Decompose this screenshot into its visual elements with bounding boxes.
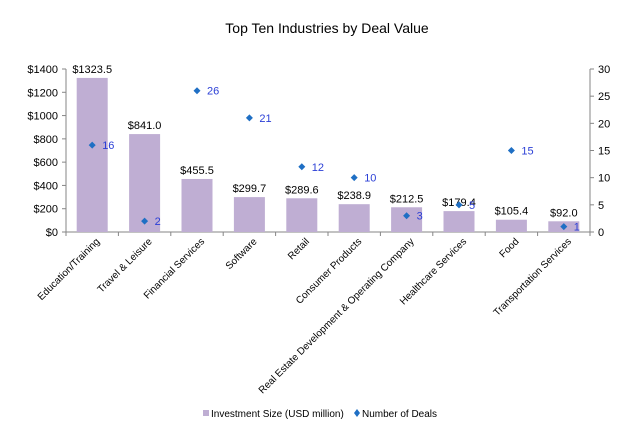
category-label: Food	[498, 236, 522, 260]
legend-marker-deals	[354, 409, 360, 417]
bar	[338, 204, 370, 232]
deal-point	[560, 223, 568, 231]
y-tick-label: $1000	[27, 111, 58, 123]
deal-value-label: 16	[102, 140, 114, 152]
y-tick-label: $400	[34, 180, 58, 192]
y-tick-label: $800	[34, 134, 58, 146]
bar-value-label: $212.5	[390, 193, 424, 205]
legend-label-deals: Number of Deals	[362, 409, 437, 420]
bar	[286, 198, 318, 232]
bar-value-label: $289.6	[285, 184, 319, 196]
bar	[181, 178, 213, 232]
bar-value-label: $238.9	[337, 190, 371, 202]
deal-value-label: 1	[574, 222, 580, 234]
y2-tick-label: 15	[598, 146, 610, 158]
legend: Investment Size (USD million) Number of …	[203, 409, 437, 420]
legend-swatch-investment	[203, 410, 209, 416]
bars: $1323.5 $841.0 $455.5 $299.7 $289.6 $238.9 $21…	[72, 64, 580, 232]
deal-value-label: 3	[417, 211, 423, 223]
deal-value-label: 15	[521, 146, 533, 158]
bar-value-label: $105.4	[495, 206, 529, 218]
deal-point	[350, 174, 358, 182]
y-tick-label: $0	[46, 227, 58, 239]
y2-tick-label: 30	[598, 64, 610, 76]
y-tick-label: $600	[34, 157, 58, 169]
deal-point	[298, 163, 306, 171]
deal-point	[403, 212, 411, 220]
category-label: Retail	[286, 236, 312, 262]
deal-value-label: 12	[312, 162, 324, 174]
deal-value-label: 5	[469, 200, 475, 212]
category-label: Travel & Leisure	[96, 236, 155, 295]
bar-value-label: $841.0	[128, 120, 162, 132]
deal-value-label: 21	[259, 113, 271, 125]
y-tick-label: $200	[34, 204, 58, 216]
bar-value-label: $92.0	[550, 207, 578, 219]
bar-value-label: $299.7	[233, 183, 267, 195]
bar	[391, 207, 423, 232]
points: 16 2 26 21 12 10 3 5 15 1	[88, 86, 580, 234]
y2-tick-label: 5	[598, 200, 604, 212]
bar-value-label: $455.5	[180, 165, 214, 177]
bar	[495, 219, 527, 232]
y-tick-label: $1200	[27, 87, 58, 99]
deal-point	[141, 217, 149, 225]
bar	[129, 134, 161, 232]
category-label: Education/Training	[36, 236, 102, 302]
deal-point	[245, 114, 253, 122]
deal-value-label: 10	[364, 173, 376, 185]
bar	[76, 77, 108, 232]
bar-value-label: $1323.5	[72, 64, 112, 76]
y2-tick-label: 0	[598, 227, 604, 239]
deal-value-label: 2	[155, 216, 161, 228]
deal-value-label: 26	[207, 86, 219, 98]
chart-title: Top Ten Industries by Deal Value	[225, 20, 429, 36]
bar	[233, 197, 265, 232]
legend-label-investment: Investment Size (USD million)	[211, 409, 344, 420]
category-label: Software	[224, 236, 260, 272]
deal-point	[455, 201, 463, 209]
y2-tick-label: 20	[598, 118, 610, 130]
deal-point	[88, 141, 96, 149]
deal-point	[193, 87, 201, 95]
y2-tick-label: 25	[598, 91, 610, 103]
bar	[443, 211, 475, 232]
y-tick-label: $1400	[27, 64, 58, 76]
deal-point	[507, 147, 515, 154]
y2-tick-label: 10	[598, 173, 610, 185]
